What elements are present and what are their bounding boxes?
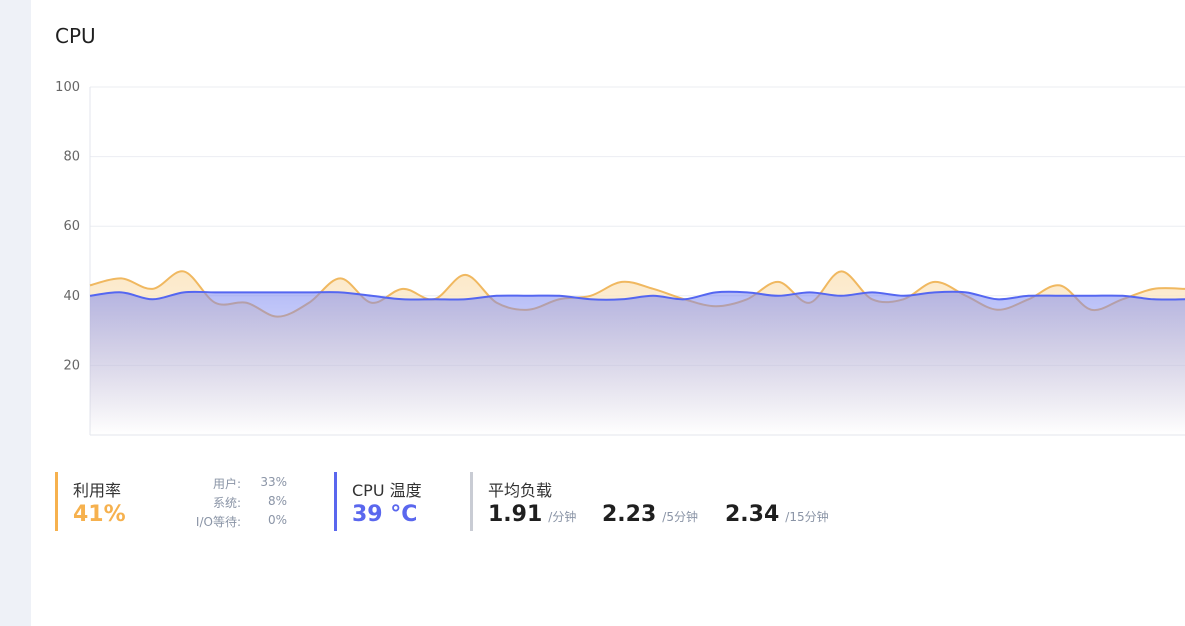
usage-breakdown: 用户: 33% 系统: 8% I/O等待: 0% bbox=[175, 475, 287, 532]
cpu-usage-chart: 20 40 60 80 100 bbox=[55, 80, 1185, 436]
usage-row-system: 系统: 8% bbox=[175, 494, 287, 513]
usage-row-key: 用户: bbox=[212, 477, 241, 491]
usage-row-key: I/O等待: bbox=[195, 515, 241, 529]
y-tick-label: 60 bbox=[63, 219, 80, 234]
usage-row-iowait: I/O等待: 0% bbox=[175, 513, 287, 532]
load-value: 2.23 bbox=[602, 502, 657, 527]
load-unit: /分钟 bbox=[548, 510, 577, 524]
usage-row-key: 系统: bbox=[212, 496, 241, 510]
temperature-value: 39 °C bbox=[352, 502, 418, 527]
load-unit: /15分钟 bbox=[785, 510, 829, 524]
panel-title: CPU bbox=[55, 24, 96, 48]
usage-row-user: 用户: 33% bbox=[175, 475, 287, 494]
series-line-1 bbox=[89, 290, 1185, 301]
load-average-stat: 平均负载 1.91/分钟 2.23/5分钟 2.34/15分钟 bbox=[470, 472, 870, 531]
y-tick-label: 100 bbox=[55, 80, 80, 95]
temperature-label: CPU 温度 bbox=[352, 481, 422, 500]
load-accent-bar bbox=[470, 472, 473, 531]
usage-accent-bar bbox=[55, 472, 58, 531]
load-1min: 1.91/分钟 bbox=[488, 502, 576, 527]
load-label: 平均负载 bbox=[488, 481, 553, 500]
y-tick-label: 40 bbox=[63, 289, 80, 304]
y-tick-label: 80 bbox=[63, 150, 80, 165]
y-tick-label: 20 bbox=[63, 358, 80, 373]
load-5min: 2.23/5分钟 bbox=[602, 502, 698, 527]
usage-label: 利用率 bbox=[73, 481, 122, 500]
usage-row-value: 0% bbox=[267, 513, 287, 527]
usage-row-value: 8% bbox=[267, 494, 287, 508]
load-value: 1.91 bbox=[488, 502, 543, 527]
usage-value: 41% bbox=[73, 502, 126, 527]
cpu-panel: CPU 20 40 60 80 100 利用率 41% 用户: 33% 系统: 8% I… bbox=[31, 0, 1185, 626]
temperature-stat: CPU 温度 39 °C bbox=[334, 472, 444, 531]
sidebar-strip bbox=[0, 0, 31, 626]
load-value: 2.34 bbox=[725, 502, 780, 527]
temperature-accent-bar bbox=[334, 472, 337, 531]
load-unit: /5分钟 bbox=[662, 510, 698, 524]
usage-row-value: 33% bbox=[260, 475, 287, 489]
usage-stat: 利用率 41% 用户: 33% 系统: 8% I/O等待: 0% bbox=[55, 472, 315, 531]
load-15min: 2.34/15分钟 bbox=[725, 502, 829, 527]
series-area-1 bbox=[90, 291, 1185, 435]
